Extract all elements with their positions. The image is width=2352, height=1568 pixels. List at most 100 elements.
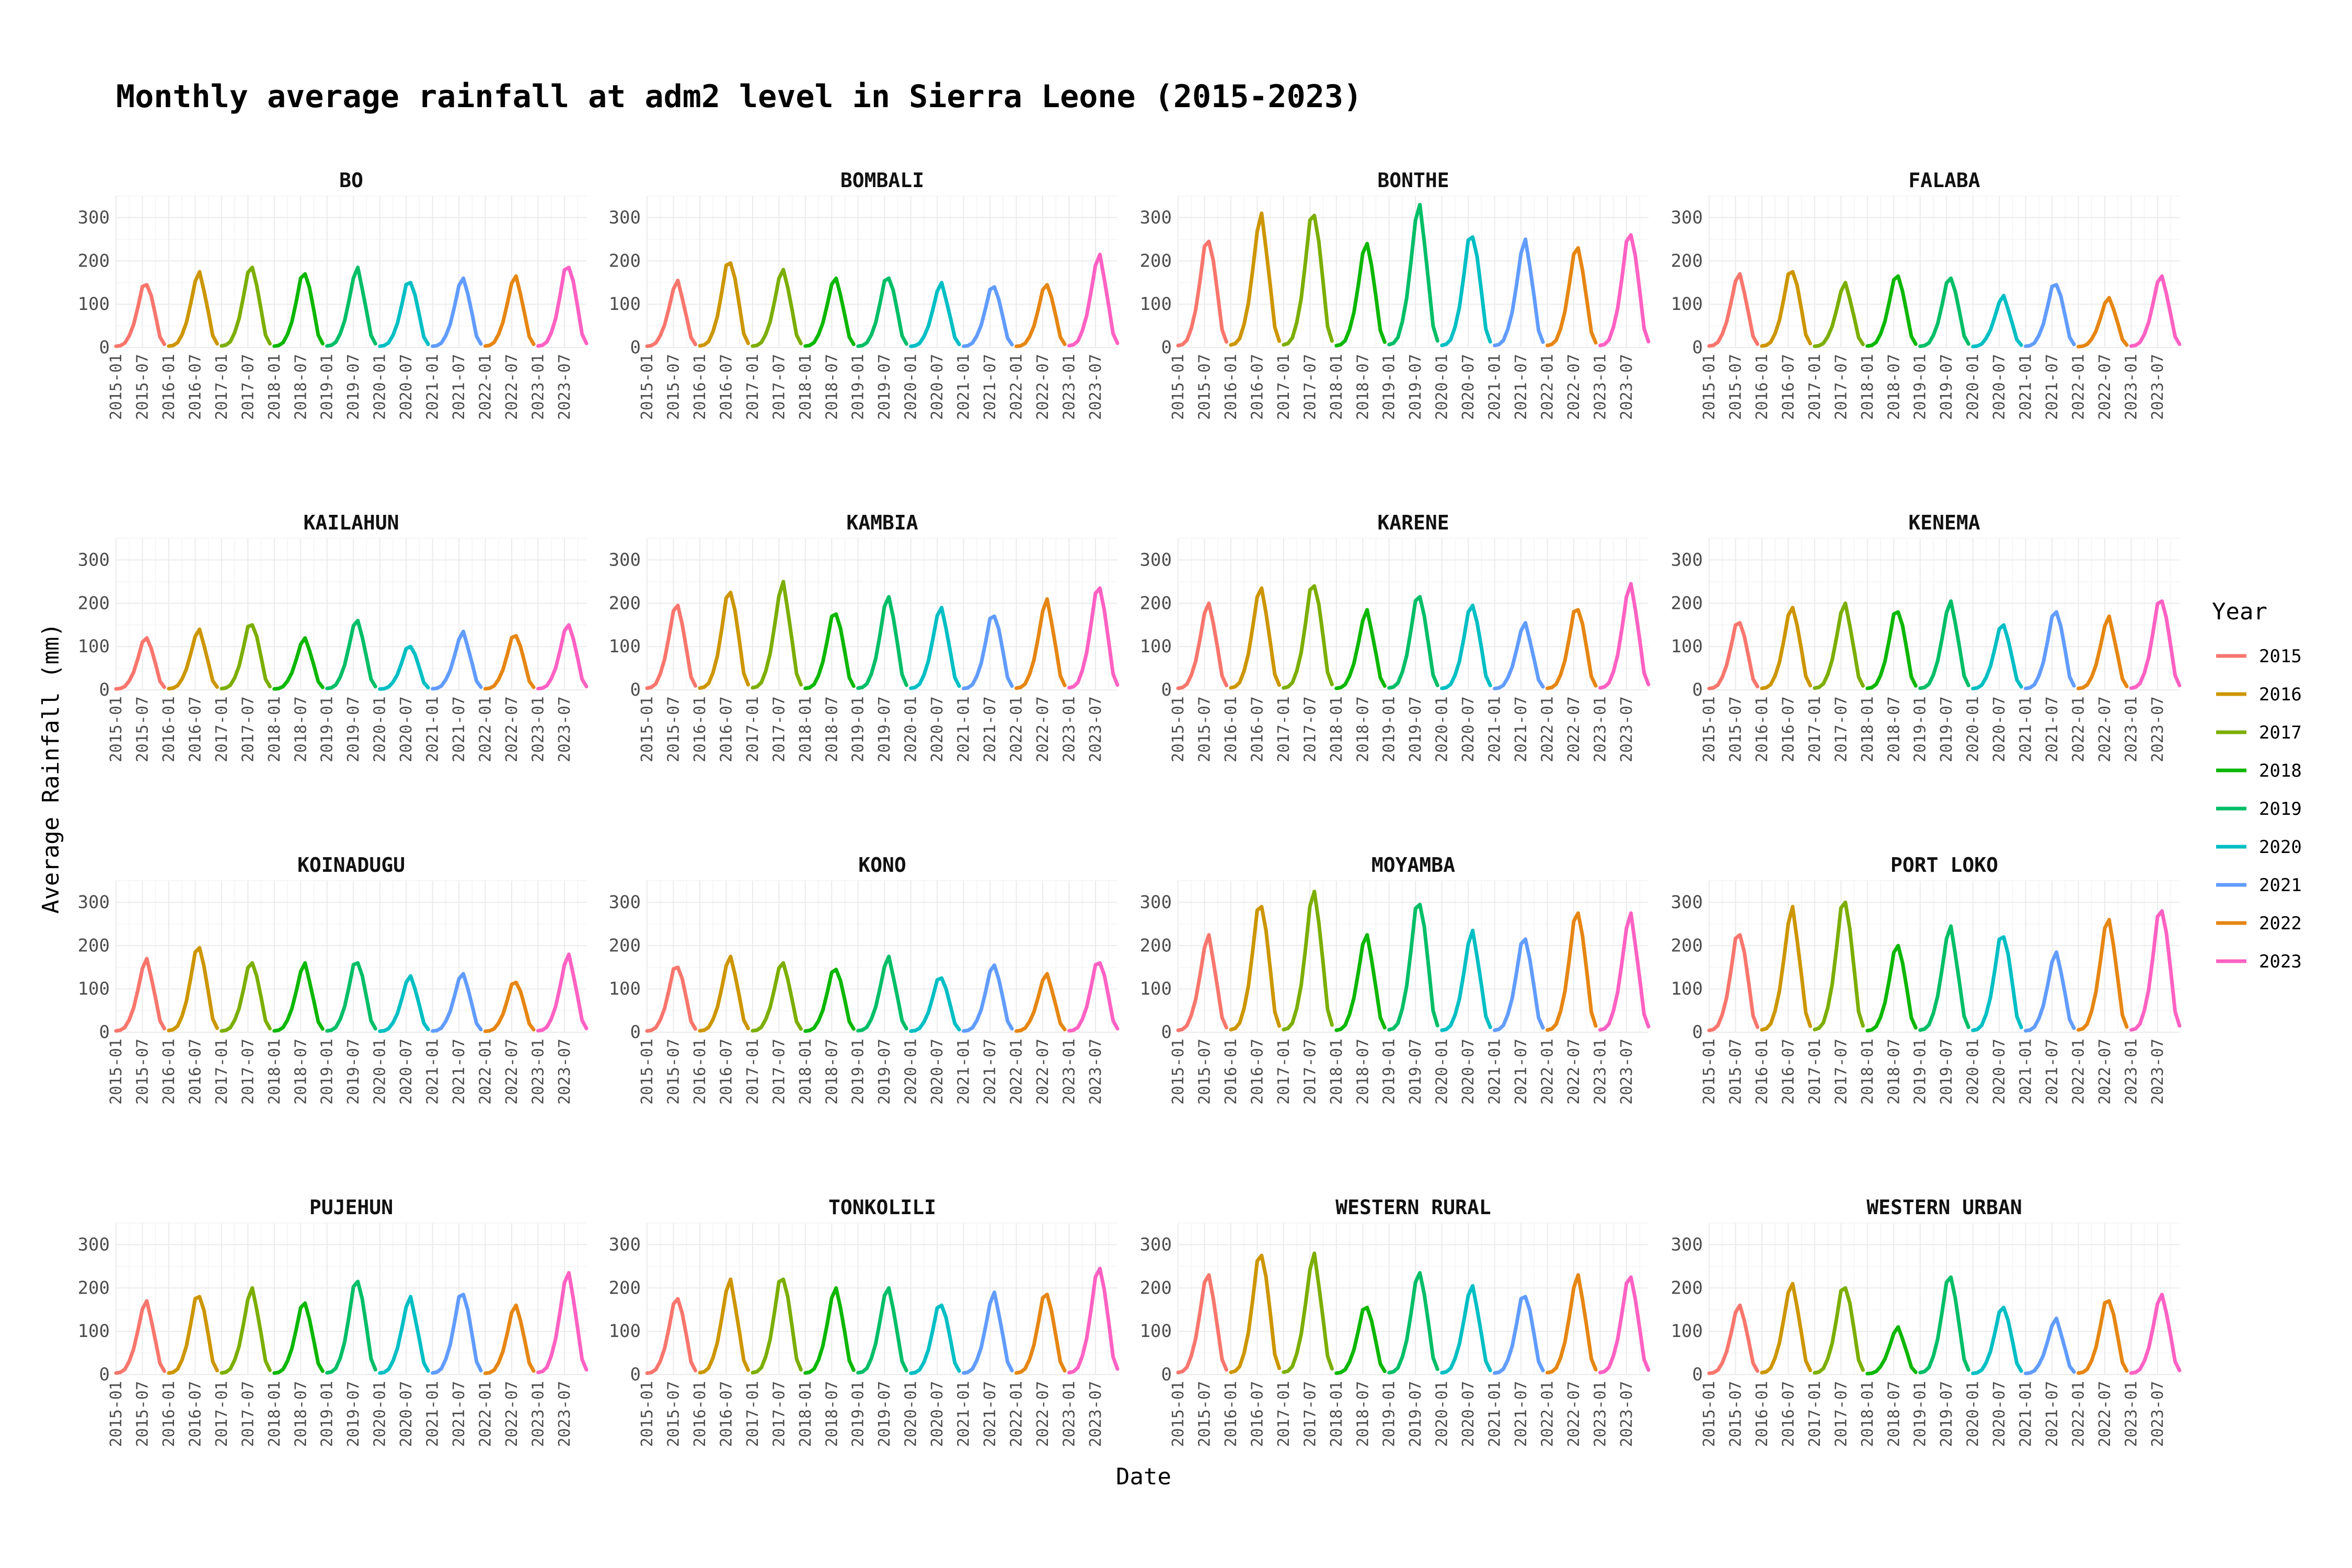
y-tick-label: 300 <box>1671 1234 1703 1255</box>
x-tick-label: 2016-01 <box>691 696 709 762</box>
y-tick-label: 100 <box>609 294 641 315</box>
facet-panel: PORT LOKO 0 100 200 300 2015-01 2015-07 2016-01… <box>1671 854 2182 1104</box>
x-tick-label: 2016-01 <box>160 354 178 420</box>
y-tick-label: 100 <box>1140 294 1172 315</box>
x-tick-label: 2018-01 <box>1328 1381 1346 1447</box>
x-tick-label: 2016-07 <box>1248 1039 1266 1104</box>
facet-panel: WESTERN URBAN 0 100 200 300 2015-01 2015-07 201… <box>1671 1196 2182 1447</box>
x-tick-label: 2016-01 <box>1222 1381 1240 1447</box>
series-line-2022 <box>1546 608 1598 690</box>
x-tick-label: 2016-07 <box>1248 1381 1266 1447</box>
series-line-2016 <box>698 1277 750 1375</box>
series-line-2017 <box>220 1286 272 1375</box>
series-line-2021 <box>1493 621 1545 690</box>
x-tick-label: 2022-07 <box>503 696 521 762</box>
x-tick-label: 2021-07 <box>981 354 999 420</box>
y-tick-label: 100 <box>1140 978 1172 999</box>
series-line-2015 <box>114 956 166 1033</box>
x-tick-label: 2020-01 <box>371 696 389 762</box>
y-tick-label: 100 <box>1671 978 1703 999</box>
series-line-2016 <box>167 627 219 691</box>
facet-title: KENEMA <box>1908 511 1980 534</box>
x-tick-label: 2016-07 <box>717 1381 735 1447</box>
x-tick-label: 2020-07 <box>1459 1381 1478 1447</box>
series-line-2022 <box>2077 918 2129 1032</box>
series-line-2017 <box>751 961 803 1033</box>
x-tick-label: 2020-07 <box>397 696 416 762</box>
x-tick-label: 2016-07 <box>717 354 735 420</box>
series-line-2020 <box>1971 1306 2023 1376</box>
x-tick-label: 2020-07 <box>397 354 416 420</box>
series-line-2021 <box>1493 1295 1545 1375</box>
y-tick-label: 200 <box>609 1277 641 1298</box>
x-tick-label: 2021-01 <box>424 1039 442 1104</box>
facet-panel: WESTERN RURAL 0 100 200 300 2015-01 2015-07 201… <box>1140 1196 1651 1447</box>
x-tick-label: 2015-07 <box>133 1039 152 1104</box>
series-line-2017 <box>1282 890 1334 1032</box>
y-tick-label: 0 <box>1692 1022 1703 1043</box>
facet-title: BOMBALI <box>840 169 924 192</box>
x-tick-label: 2019-01 <box>1380 354 1399 420</box>
x-tick-label: 2016-01 <box>1222 696 1240 762</box>
series-line-2020 <box>1440 603 1492 690</box>
x-tick-label: 2015-07 <box>664 1381 683 1447</box>
facet-panel: TONKOLILI 0 100 200 300 2015-01 2015-07 2016-01… <box>609 1196 1120 1447</box>
y-tick-label: 300 <box>78 549 110 570</box>
series-line-2019 <box>1918 599 1970 690</box>
series-line-2021 <box>1493 237 1545 348</box>
series-line-2016 <box>698 954 750 1033</box>
x-tick-label: 2021-01 <box>1486 696 1504 762</box>
series-line-2017 <box>220 266 272 348</box>
x-tick-label: 2017-01 <box>1806 696 1824 762</box>
series-line-2020 <box>909 976 961 1033</box>
series-line-2023 <box>2129 599 2182 690</box>
x-tick-label: 2022-07 <box>2096 696 2114 762</box>
series-line-2019 <box>856 1286 908 1375</box>
x-tick-label: 2022-01 <box>1008 1039 1026 1104</box>
x-tick-label: 2022-07 <box>1565 1039 1583 1104</box>
x-tick-label: 2016-01 <box>160 696 178 762</box>
y-tick-label: 200 <box>78 250 110 271</box>
x-tick-label: 2018-07 <box>1354 354 1372 420</box>
x-tick-label: 2015-01 <box>1700 696 1719 762</box>
legend-label: 2022 <box>2259 913 2302 934</box>
x-tick-label: 2016-01 <box>160 1381 178 1447</box>
legend-label: 2021 <box>2259 875 2302 896</box>
x-tick-label: 2018-01 <box>1328 354 1346 420</box>
x-tick-label: 2022-01 <box>477 354 495 420</box>
series-line-2023 <box>1067 586 1120 690</box>
x-tick-label: 2019-01 <box>318 1381 337 1447</box>
x-tick-label: 2018-07 <box>292 696 310 762</box>
x-tick-label: 2023-07 <box>1087 1039 1105 1104</box>
x-tick-label: 2019-01 <box>849 1381 868 1447</box>
series-line-2020 <box>1971 623 2023 690</box>
x-tick-label: 2022-07 <box>1034 1381 1052 1447</box>
series-line-2018 <box>1334 933 1387 1032</box>
x-tick-label: 2021-07 <box>1512 354 1530 420</box>
x-tick-label: 2021-01 <box>955 1381 973 1447</box>
facet-title: KARENE <box>1377 511 1449 534</box>
x-tick-label: 2019-07 <box>1938 1381 1956 1447</box>
x-tick-label: 2023-01 <box>1060 1381 1078 1447</box>
x-tick-label: 2016-07 <box>1779 1039 1797 1104</box>
series-line-2018 <box>1334 1306 1387 1375</box>
x-tick-label: 2023-01 <box>1591 1039 1609 1104</box>
x-tick-label: 2015-07 <box>664 354 683 420</box>
x-tick-label: 2019-01 <box>318 354 337 420</box>
facet-panel: MOYAMBA 0 100 200 300 2015-01 2015-07 2016-01 20… <box>1140 854 1651 1104</box>
series-line-2023 <box>1598 582 1651 690</box>
series-line-2021 <box>962 1290 1014 1375</box>
x-tick-label: 2015-07 <box>1726 696 1745 762</box>
series-line-2021 <box>431 972 483 1033</box>
x-tick-label: 2022-01 <box>1008 354 1026 420</box>
x-tick-label: 2020-07 <box>928 1039 947 1104</box>
x-tick-label: 2016-07 <box>717 696 735 762</box>
x-tick-label: 2021-07 <box>2043 696 2061 762</box>
x-tick-label: 2020-07 <box>928 696 947 762</box>
x-tick-label: 2022-07 <box>1565 696 1583 762</box>
x-tick-label: 2019-07 <box>875 696 894 762</box>
y-tick-label: 300 <box>609 207 641 228</box>
series-line-2022 <box>1546 1273 1598 1375</box>
facet-title: KAMBIA <box>846 511 918 534</box>
